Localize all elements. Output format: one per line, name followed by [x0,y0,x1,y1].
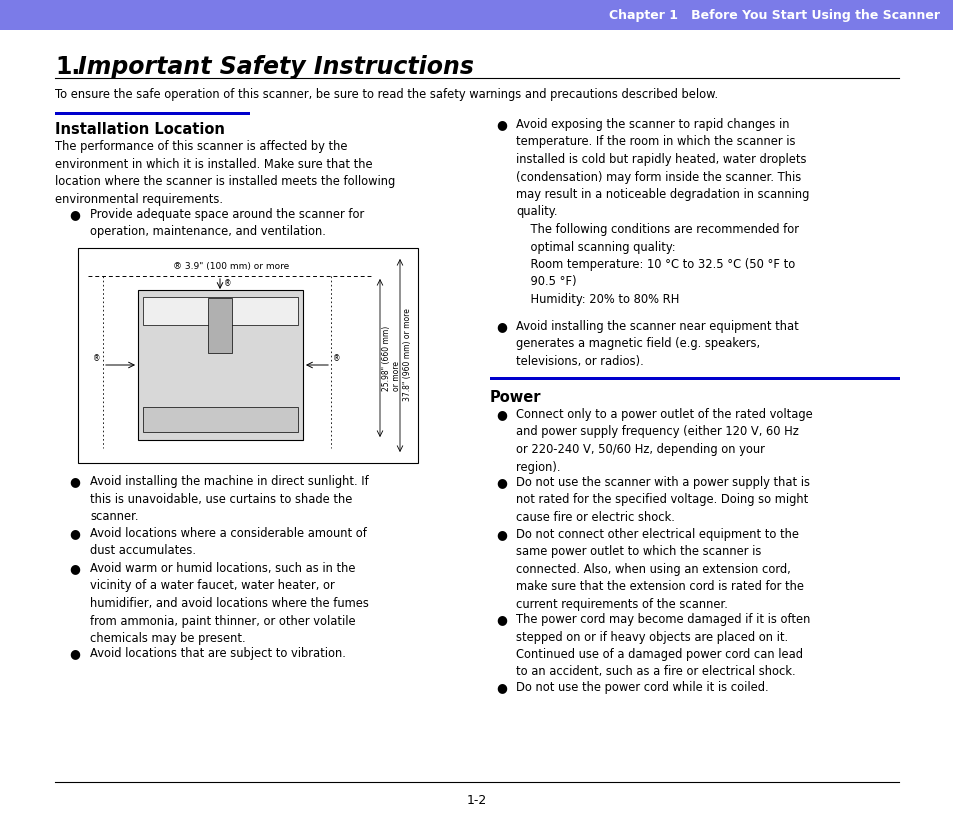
Text: Avoid exposing the scanner to rapid changes in
temperature. If the room in which: Avoid exposing the scanner to rapid chan… [516,118,808,306]
Text: ●: ● [497,476,507,489]
Bar [490,377,899,380]
Text: Connect only to a power outlet of the rated voltage
and power supply frequency (: Connect only to a power outlet of the ra… [516,408,812,474]
Text: The power cord may become damaged if it is often
stepped on or if heavy objects : The power cord may become damaged if it … [516,613,809,678]
Bar [78,248,417,463]
Text: ●: ● [497,528,507,541]
Bar [138,290,303,440]
Text: ® 3.9" (100 mm) or more: ® 3.9" (100 mm) or more [173,262,289,271]
Text: Avoid installing the scanner near equipment that
generates a magnetic field (e.g: Avoid installing the scanner near equipm… [516,320,798,368]
Text: Do not use the power cord while it is coiled.: Do not use the power cord while it is co… [516,681,768,694]
Text: Installation Location: Installation Location [55,122,225,137]
Text: Chapter 1   Before You Start Using the Scanner: Chapter 1 Before You Start Using the Sca… [608,8,939,21]
Text: ●: ● [70,208,80,221]
Text: ●: ● [70,562,80,575]
Text: Power: Power [490,390,541,405]
Text: Important Safety Instructions: Important Safety Instructions [78,55,474,79]
Text: 1.: 1. [55,55,80,79]
Bar [208,298,232,353]
Bar [143,297,297,325]
Text: ●: ● [70,647,80,660]
Text: The performance of this scanner is affected by the
environment in which it is in: The performance of this scanner is affec… [55,140,395,205]
Text: Avoid locations that are subject to vibration.: Avoid locations that are subject to vibr… [90,647,346,660]
Text: ®: ® [224,279,232,288]
Text: ●: ● [497,613,507,626]
Text: Do not use the scanner with a power supply that is
not rated for the specified v: Do not use the scanner with a power supp… [516,476,809,524]
Text: ●: ● [70,527,80,540]
Text: Avoid warm or humid locations, such as in the
vicinity of a water faucet, water : Avoid warm or humid locations, such as i… [90,562,369,645]
Text: Avoid locations where a considerable amount of
dust accumulates.: Avoid locations where a considerable amo… [90,527,367,558]
Text: Provide adequate space around the scanner for
operation, maintenance, and ventil: Provide adequate space around the scanne… [90,208,364,239]
Bar [0,0,953,30]
Text: ●: ● [70,475,80,488]
Text: ®: ® [333,354,340,363]
Text: Avoid installing the machine in direct sunlight. If
this is unavoidable, use cur: Avoid installing the machine in direct s… [90,475,369,523]
Text: 25.98" (660 mm)
or more: 25.98" (660 mm) or more [381,326,401,391]
Text: ●: ● [497,118,507,131]
Text: 1-2: 1-2 [466,794,487,807]
Text: ®: ® [92,354,100,363]
Text: 37.8" (960 mm) or more: 37.8" (960 mm) or more [402,308,412,402]
Text: To ensure the safe operation of this scanner, be sure to read the safety warning: To ensure the safe operation of this sca… [55,88,718,101]
Bar [55,112,250,115]
Text: ●: ● [497,681,507,694]
Text: ●: ● [497,320,507,333]
Bar [143,407,297,432]
Text: ●: ● [497,408,507,421]
Text: Do not connect other electrical equipment to the
same power outlet to which the : Do not connect other electrical equipmen… [516,528,803,611]
